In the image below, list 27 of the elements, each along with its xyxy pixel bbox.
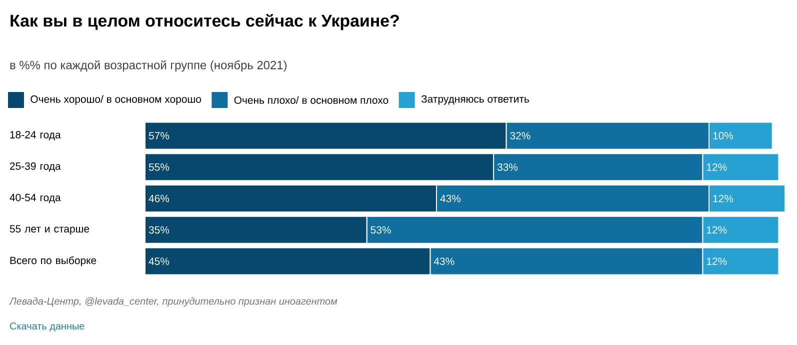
data-label: 55%: [148, 163, 170, 171]
data-label: 12%: [706, 163, 727, 171]
y-tick-label: 40-54 года: [10, 194, 61, 204]
data-label: 46%: [148, 194, 170, 202]
y-tick-label: 55 лет и старше: [10, 225, 90, 235]
data-label: 57%: [148, 132, 170, 140]
data-label: 33%: [497, 163, 518, 171]
y-tick-label: 25-39 года: [10, 162, 61, 172]
data-label: 35%: [148, 226, 170, 234]
series-label: Очень хорошо/ в основном хорошо: [30, 95, 201, 105]
data-label: 53%: [370, 226, 391, 234]
chart-subtitle: в %% по каждой возрастной группе (ноябрь 2021): [10, 60, 287, 72]
data-label: 45%: [148, 258, 170, 265]
legend-label: Очень плохо/ в основном плохо: [234, 96, 388, 104]
y-tick-label: 18-24 года: [10, 131, 61, 140]
chart-title: Как вы в целом относитесь сейчас к Украине?: [10, 14, 399, 30]
y-tick-label: Всего по выборке: [10, 256, 96, 266]
data-label: 12%: [713, 194, 734, 202]
legend-label: Затрудняюсь ответить: [421, 95, 529, 105]
text: Левада-Центр, @levada_center, принудительно признан иноагентом: [8, 297, 338, 307]
data-label: 12%: [706, 258, 727, 265]
data-label: 10%: [713, 132, 734, 140]
data-label: 32%: [510, 132, 530, 140]
data-label: 43%: [434, 258, 454, 266]
text: Скачать данные: [10, 322, 84, 332]
data-label: 43%: [440, 194, 461, 202]
data-label: 12%: [706, 226, 727, 234]
